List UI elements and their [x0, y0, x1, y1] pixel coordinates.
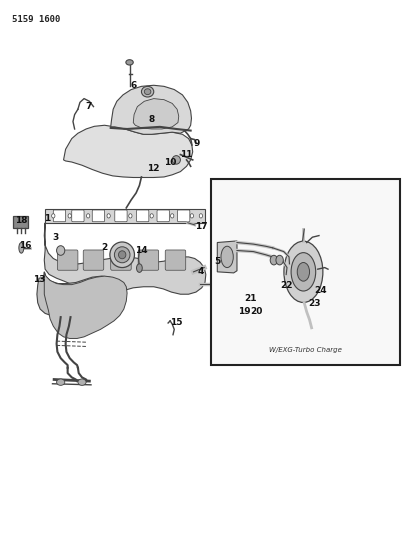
- Ellipse shape: [56, 246, 65, 255]
- Ellipse shape: [126, 60, 133, 65]
- Text: 10: 10: [164, 158, 176, 167]
- Ellipse shape: [68, 214, 71, 218]
- Text: 4: 4: [197, 268, 204, 276]
- FancyBboxPatch shape: [92, 210, 104, 222]
- Text: 23: 23: [308, 300, 320, 308]
- Text: 2: 2: [101, 244, 108, 252]
- Ellipse shape: [141, 86, 153, 97]
- FancyBboxPatch shape: [165, 250, 185, 270]
- Text: 17: 17: [194, 222, 207, 231]
- Ellipse shape: [290, 253, 315, 291]
- Text: 11: 11: [180, 150, 192, 159]
- Text: 24: 24: [314, 286, 326, 295]
- Text: 22: 22: [280, 281, 292, 289]
- Text: 3: 3: [52, 233, 58, 241]
- FancyBboxPatch shape: [72, 210, 84, 222]
- Text: 14: 14: [135, 246, 147, 255]
- FancyBboxPatch shape: [83, 250, 103, 270]
- Ellipse shape: [270, 255, 277, 265]
- Ellipse shape: [297, 263, 309, 281]
- Text: 8: 8: [148, 116, 155, 124]
- Ellipse shape: [136, 264, 142, 272]
- Text: 13: 13: [33, 276, 45, 284]
- Ellipse shape: [110, 242, 134, 268]
- Text: 7: 7: [85, 102, 91, 111]
- Text: 20: 20: [249, 308, 262, 316]
- Polygon shape: [37, 277, 56, 316]
- Ellipse shape: [275, 255, 283, 265]
- FancyBboxPatch shape: [53, 210, 65, 222]
- Text: 1: 1: [44, 214, 50, 223]
- Text: 19: 19: [237, 308, 249, 316]
- FancyBboxPatch shape: [138, 250, 158, 270]
- Text: 21: 21: [244, 294, 256, 303]
- Polygon shape: [217, 241, 236, 273]
- Ellipse shape: [199, 214, 202, 218]
- Ellipse shape: [170, 214, 173, 218]
- Ellipse shape: [190, 214, 193, 218]
- FancyBboxPatch shape: [110, 250, 131, 270]
- FancyBboxPatch shape: [115, 210, 127, 222]
- Text: 5: 5: [213, 257, 220, 265]
- FancyBboxPatch shape: [57, 250, 78, 270]
- FancyBboxPatch shape: [136, 210, 148, 222]
- Ellipse shape: [283, 241, 322, 303]
- Polygon shape: [45, 209, 205, 223]
- Bar: [211, 179, 399, 365]
- Polygon shape: [43, 272, 122, 319]
- Text: 6: 6: [130, 81, 136, 90]
- Text: 16: 16: [19, 241, 31, 249]
- Ellipse shape: [128, 214, 132, 218]
- Polygon shape: [63, 125, 192, 177]
- Ellipse shape: [107, 214, 110, 218]
- Ellipse shape: [172, 156, 180, 164]
- Text: 9: 9: [193, 140, 200, 148]
- Polygon shape: [133, 99, 178, 129]
- Ellipse shape: [118, 251, 126, 259]
- Polygon shape: [44, 272, 127, 338]
- Ellipse shape: [144, 88, 151, 95]
- FancyBboxPatch shape: [157, 210, 169, 222]
- FancyBboxPatch shape: [177, 210, 189, 222]
- Polygon shape: [13, 216, 28, 228]
- Ellipse shape: [52, 214, 55, 218]
- Ellipse shape: [86, 214, 90, 218]
- Polygon shape: [44, 223, 205, 294]
- Text: W/EXG-Turbo Charge: W/EXG-Turbo Charge: [268, 348, 341, 353]
- Ellipse shape: [78, 379, 86, 385]
- Text: 12: 12: [147, 165, 160, 173]
- Ellipse shape: [114, 247, 130, 263]
- Text: 18: 18: [15, 216, 27, 224]
- Text: 5159 1600: 5159 1600: [12, 15, 61, 24]
- Polygon shape: [110, 85, 191, 134]
- Ellipse shape: [220, 246, 233, 268]
- Ellipse shape: [19, 243, 24, 253]
- Text: 15: 15: [170, 318, 182, 327]
- Ellipse shape: [56, 379, 65, 385]
- Ellipse shape: [150, 214, 153, 218]
